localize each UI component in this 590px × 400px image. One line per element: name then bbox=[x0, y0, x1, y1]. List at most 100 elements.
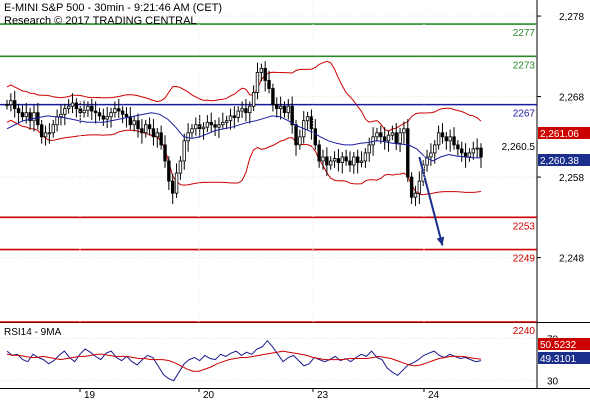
candle bbox=[221, 112, 225, 130]
candle bbox=[452, 127, 456, 150]
candle-body bbox=[294, 124, 298, 146]
candle bbox=[402, 121, 406, 144]
price-axis-ticks: 2,278 2,268 2,258 2,248 bbox=[537, 12, 584, 265]
candle-body bbox=[159, 132, 163, 146]
candle-body bbox=[448, 136, 452, 142]
candle-body bbox=[417, 180, 422, 194]
candle bbox=[20, 105, 25, 122]
candle bbox=[436, 125, 441, 150]
level-label-2249: 2249 bbox=[513, 254, 536, 265]
candle bbox=[147, 117, 152, 136]
chart-title: E-MINI S&P 500 - 30min - 9:21:46 AM (CET… bbox=[4, 2, 223, 14]
candle bbox=[182, 133, 186, 170]
candle bbox=[194, 117, 198, 136]
candle-body bbox=[70, 102, 75, 107]
candle-body bbox=[456, 144, 460, 150]
candle-body bbox=[186, 132, 190, 142]
candle bbox=[9, 93, 13, 112]
candle-body bbox=[375, 132, 379, 138]
bollinger-lower bbox=[6, 119, 482, 196]
candle-body bbox=[321, 156, 325, 162]
candle-body bbox=[255, 72, 260, 93]
candle bbox=[101, 108, 106, 126]
candle-body bbox=[228, 115, 233, 122]
candle bbox=[28, 107, 32, 130]
candlesticks bbox=[5, 61, 483, 207]
candle bbox=[471, 141, 475, 160]
candle-body bbox=[325, 156, 329, 166]
candle bbox=[375, 127, 379, 142]
candle-body bbox=[82, 109, 86, 114]
candle bbox=[417, 171, 422, 205]
level-label-2240: 2240 bbox=[513, 326, 536, 337]
candle-body bbox=[132, 120, 136, 126]
candle-body bbox=[93, 110, 98, 114]
candle bbox=[359, 151, 364, 168]
candle-body bbox=[336, 158, 341, 163]
candle-body bbox=[479, 147, 483, 158]
candle-body bbox=[113, 108, 117, 114]
candle bbox=[248, 101, 252, 124]
candle bbox=[13, 90, 17, 118]
candle-body bbox=[290, 105, 294, 126]
price-tag-last: 2,260.5 bbox=[502, 142, 536, 153]
candle bbox=[155, 127, 159, 148]
candle-body bbox=[359, 160, 364, 163]
candle bbox=[460, 141, 464, 162]
candle-body bbox=[151, 128, 156, 138]
candle-body bbox=[282, 105, 287, 114]
candle bbox=[479, 143, 483, 168]
candle-body bbox=[197, 124, 202, 130]
candle-body bbox=[194, 124, 198, 130]
candle-body bbox=[120, 110, 125, 115]
candle-body bbox=[136, 120, 140, 130]
candle bbox=[201, 122, 206, 140]
candle bbox=[36, 103, 40, 130]
candle bbox=[232, 106, 237, 129]
candle bbox=[59, 104, 63, 126]
time-axis-ticks: 19 20 23 24 bbox=[79, 0, 440, 400]
candle-body bbox=[444, 136, 449, 142]
candle bbox=[93, 101, 98, 124]
candle bbox=[136, 113, 140, 138]
candle bbox=[251, 85, 256, 112]
candle-body bbox=[213, 124, 217, 128]
candle-body bbox=[278, 105, 283, 110]
price-tick-label: 2,268 bbox=[559, 93, 584, 104]
candle-body bbox=[267, 80, 271, 89]
price-tag-box bbox=[538, 127, 590, 139]
rsi-tag-box bbox=[538, 338, 590, 350]
candle bbox=[444, 131, 449, 150]
candle-body bbox=[429, 152, 433, 158]
rsi-tag-box bbox=[538, 352, 590, 364]
candle bbox=[120, 106, 125, 124]
candle bbox=[409, 172, 414, 205]
candle bbox=[228, 108, 233, 130]
time-tick-label: 20 bbox=[203, 390, 215, 400]
candle-body bbox=[248, 105, 252, 114]
candle bbox=[113, 101, 117, 118]
candle-body bbox=[317, 144, 321, 162]
candle bbox=[363, 148, 368, 168]
rsi-line bbox=[6, 339, 482, 382]
candle bbox=[298, 129, 302, 150]
candle bbox=[16, 103, 21, 124]
rsi-tag-label: 49.3101 bbox=[540, 354, 577, 365]
candle-body bbox=[205, 121, 210, 128]
candle-body bbox=[66, 105, 71, 110]
candle bbox=[224, 115, 229, 130]
candle-body bbox=[43, 132, 48, 138]
candle-body bbox=[32, 112, 36, 122]
candle bbox=[178, 156, 183, 180]
candle bbox=[236, 106, 240, 123]
candle bbox=[413, 185, 418, 207]
candle bbox=[344, 149, 348, 166]
candle-body bbox=[174, 172, 179, 194]
candle-body bbox=[263, 67, 267, 81]
candle-body bbox=[63, 108, 67, 115]
candle-body bbox=[309, 116, 314, 130]
candle-body bbox=[140, 128, 144, 134]
candle-body bbox=[221, 121, 225, 126]
candle bbox=[259, 63, 264, 82]
candle bbox=[47, 123, 52, 144]
